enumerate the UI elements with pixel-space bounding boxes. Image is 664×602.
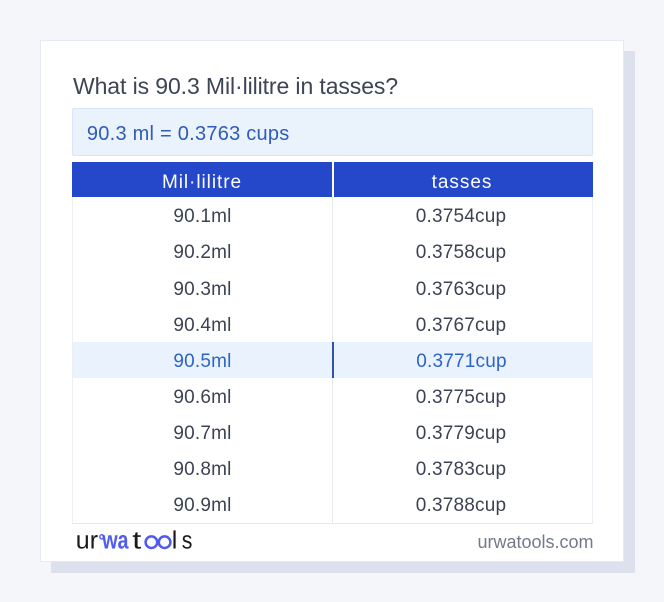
- svg-text:wa: wa: [101, 529, 129, 551]
- svg-text:s: s: [182, 529, 193, 551]
- svg-text:t: t: [132, 529, 141, 551]
- svg-text:l: l: [172, 529, 178, 551]
- svg-text:ur: ur: [76, 529, 98, 551]
